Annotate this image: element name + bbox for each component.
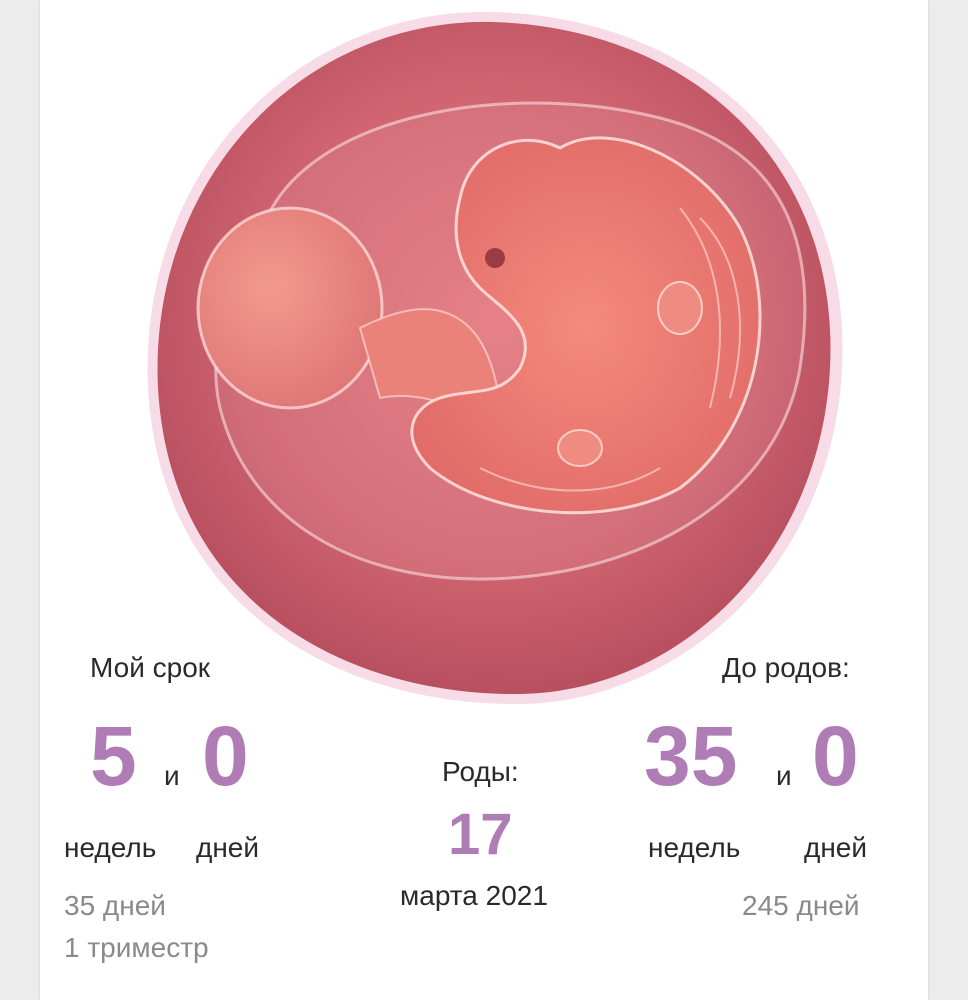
- remaining-total-days: 245 дней: [742, 890, 860, 921]
- due-date-month-year: марта 2021: [400, 880, 548, 911]
- embryo-illustration: [140, 8, 846, 708]
- current-days-number: 0: [202, 709, 249, 803]
- current-weeks-number: 5: [90, 709, 137, 803]
- remaining-and-label: и: [776, 760, 792, 791]
- remaining-days-label: дней: [804, 832, 868, 863]
- my-term-title: Мой срок: [90, 652, 211, 683]
- remaining-weeks-label: недель: [648, 832, 741, 863]
- pregnancy-card: Мой срок 5 и 0 недель дней 35 дней 1 три…: [40, 0, 928, 1000]
- current-weeks-label: недель: [64, 832, 157, 863]
- trimester-label: 1 триместр: [64, 932, 209, 963]
- until-birth-title: До родов:: [722, 652, 850, 683]
- due-date-day: 17: [448, 802, 513, 867]
- current-days-label: дней: [196, 832, 260, 863]
- remaining-weeks-number: 35: [644, 709, 738, 803]
- current-total-days: 35 дней: [64, 890, 166, 921]
- due-date-title: Роды:: [442, 756, 519, 787]
- remaining-days-number: 0: [812, 709, 859, 803]
- current-and-label: и: [164, 760, 180, 791]
